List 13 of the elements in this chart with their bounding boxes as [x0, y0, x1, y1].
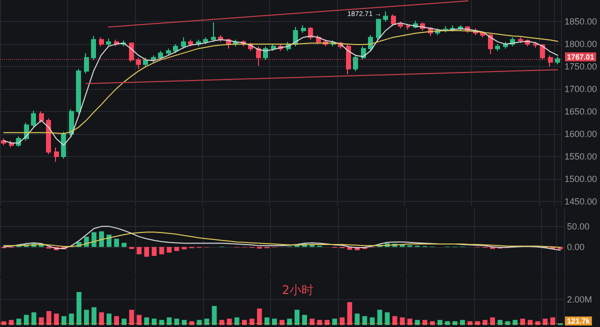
y-tick-label: 1800.00	[564, 39, 598, 50]
y-tick-label: 1500.00	[564, 174, 598, 184]
y-tick-label: 50.00	[567, 221, 590, 232]
y-tick-label: 1850.00	[564, 16, 598, 27]
annotation: 2小时	[282, 283, 314, 297]
y-tick-label: 1650.00	[564, 106, 598, 117]
y-tick-label: 1700.00	[564, 84, 598, 94]
y-tick-label: 1450.00	[564, 196, 598, 206]
y-tick-label: 1750.00	[564, 62, 598, 72]
y-tick-label: 0.00	[567, 242, 585, 252]
y-tick-label: 1550.00	[564, 152, 598, 162]
y-tick-label: 1600.00	[564, 129, 598, 140]
y-tick-label: 2.00M	[567, 294, 592, 305]
